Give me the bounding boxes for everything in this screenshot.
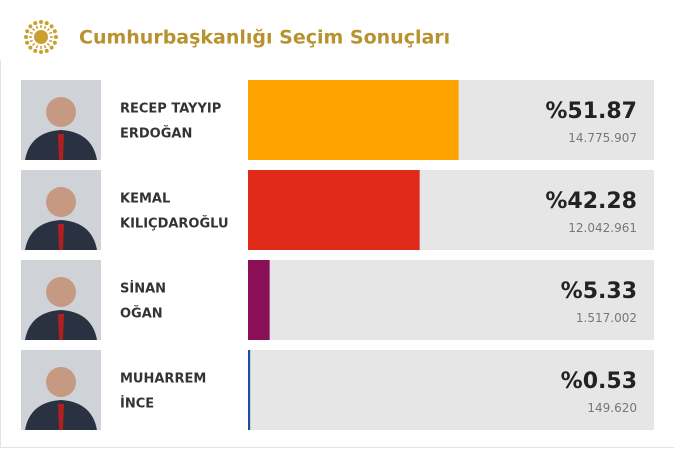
- emblem-ray: [35, 45, 39, 49]
- emblem-star: [39, 20, 43, 24]
- photo-tie: [58, 404, 64, 430]
- emblem-ray: [31, 42, 36, 47]
- bar: [248, 170, 420, 250]
- candidate-name: KEMAL KILIÇDAROĞLU: [120, 192, 229, 232]
- emblem-star: [39, 50, 43, 54]
- percentage-label: %0.53: [561, 369, 637, 394]
- emblem-ray: [46, 42, 51, 47]
- emblem: [24, 20, 58, 54]
- emblem-star: [54, 35, 58, 39]
- photo-head: [46, 97, 76, 127]
- emblem-star: [28, 24, 33, 29]
- emblem-star: [49, 45, 54, 50]
- bar: [248, 350, 251, 430]
- photo-head: [46, 187, 76, 217]
- bar: [248, 260, 270, 340]
- vote-count: 12.042.961: [568, 221, 637, 235]
- emblem-star: [44, 21, 49, 26]
- candidate-name: MUHARREM İNCE: [120, 372, 206, 412]
- percentage-label: %5.33: [561, 279, 637, 304]
- photo-tie: [58, 134, 64, 160]
- emblem-ray: [49, 39, 53, 43]
- emblem-ray: [35, 25, 39, 29]
- emblem-star: [25, 40, 30, 45]
- emblem-star: [33, 48, 38, 53]
- photo-tie: [58, 224, 64, 250]
- percentage-label: %42.28: [545, 189, 637, 214]
- photo-head: [46, 367, 76, 397]
- emblem-ray: [29, 39, 33, 43]
- emblem-star: [25, 29, 30, 34]
- emblem-ray: [31, 27, 36, 32]
- emblem-star: [44, 48, 49, 53]
- percentage-label: %51.87: [545, 99, 637, 124]
- emblem-star: [33, 21, 38, 26]
- vote-count: 149.620: [587, 401, 637, 415]
- emblem-star: [52, 40, 57, 45]
- emblem-ray: [43, 25, 47, 29]
- emblem-star: [49, 24, 54, 29]
- chart-title: Cumhurbaşkanlığı Seçim Sonuçları: [79, 27, 450, 49]
- bar: [248, 80, 459, 160]
- bar-track: [248, 350, 654, 430]
- photo-tie: [58, 314, 64, 340]
- emblem-ray: [43, 45, 47, 49]
- emblem-ray: [29, 31, 33, 35]
- photo-head: [46, 277, 76, 307]
- candidate-name: SİNAN OĞAN: [120, 281, 166, 322]
- emblem-star: [52, 29, 57, 34]
- emblem-star: [24, 35, 28, 39]
- vote-count: 14.775.907: [568, 131, 637, 145]
- emblem-star: [28, 45, 33, 50]
- emblem-ray: [49, 31, 53, 35]
- candidate-name: RECEP TAYYIP ERDOĞAN: [120, 102, 221, 142]
- vote-count: 1.517.002: [576, 311, 637, 325]
- bar-track: [248, 260, 654, 340]
- emblem-ray: [46, 27, 51, 32]
